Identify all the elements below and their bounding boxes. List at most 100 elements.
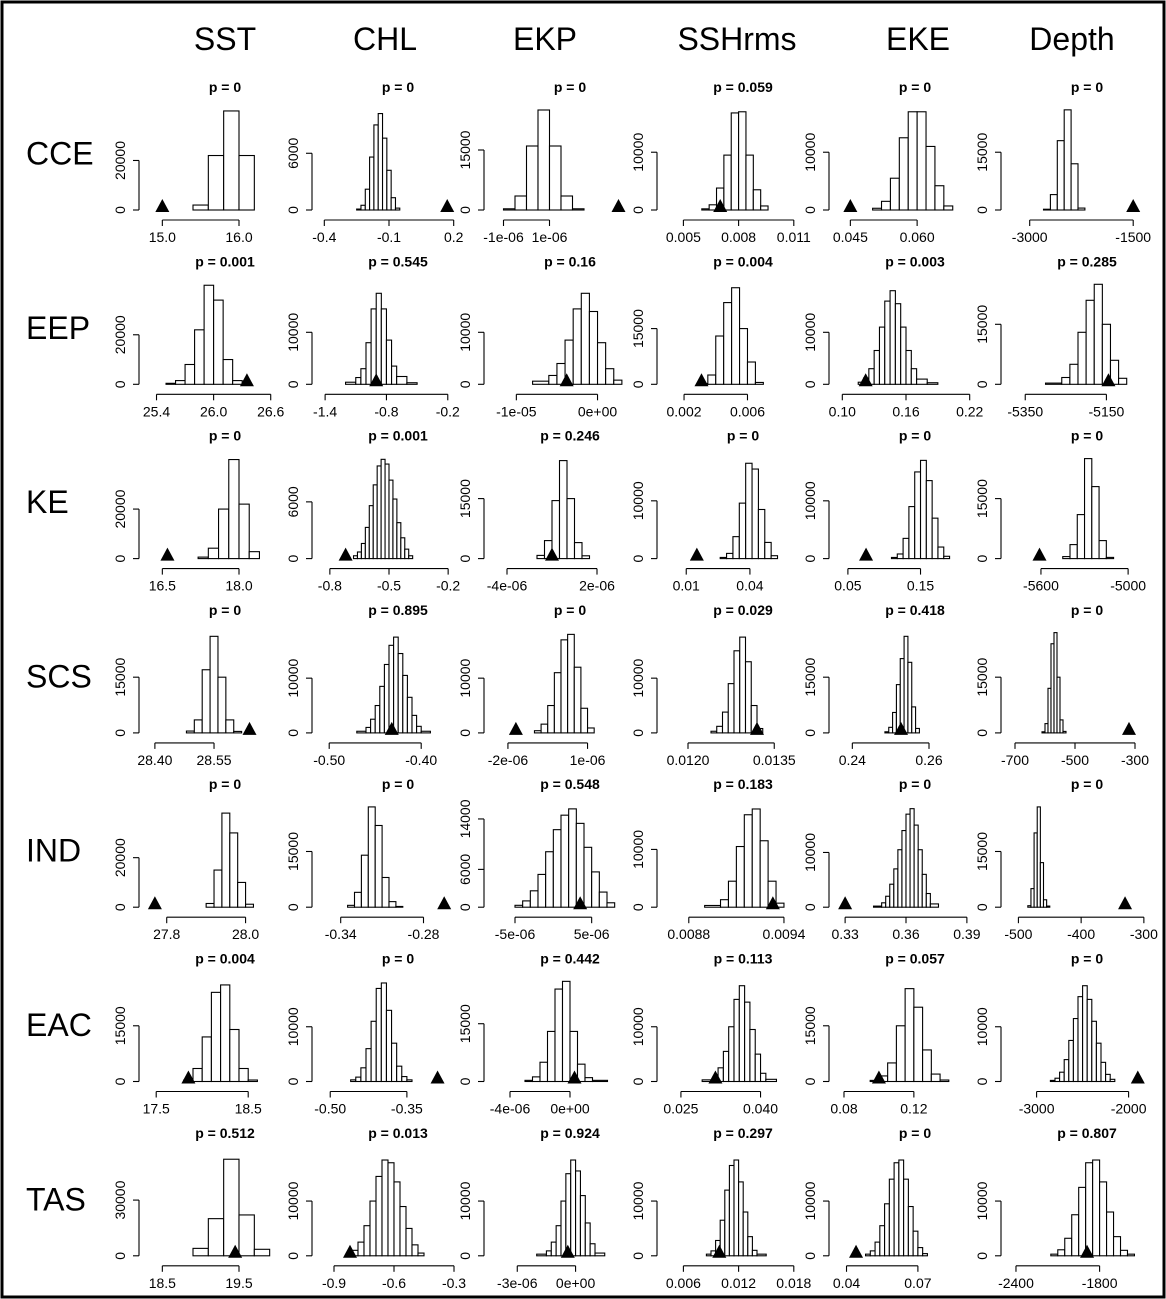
histogram-bar: [376, 465, 382, 560]
y-tick-label: 15000: [630, 309, 646, 348]
x-tick-label: -0.8: [374, 403, 398, 419]
x-tick-label: 0.011: [777, 229, 811, 245]
y-tick-label: 10000: [285, 658, 301, 697]
observed-value-marker: [689, 547, 704, 561]
x-tick-label: -0.50: [313, 752, 345, 768]
observed-value-marker: [1101, 373, 1116, 387]
histogram-bar: [380, 308, 387, 385]
histogram-bar: [238, 1214, 255, 1257]
histogram-bar: [903, 635, 909, 734]
y-tick-label: 10000: [630, 658, 646, 697]
observed-value-marker: [1122, 721, 1136, 735]
histogram-bar: [367, 806, 376, 908]
histogram-bar: [210, 991, 222, 1083]
x-tick-label: 0.006: [730, 403, 765, 419]
histogram-bar: [391, 365, 398, 385]
histogram-bar: [1105, 556, 1115, 560]
histogram-bar: [420, 730, 431, 734]
y-tick-label: 0: [630, 206, 646, 214]
p-value-label: p = 0.512: [195, 1125, 255, 1141]
histogram-bar: [1062, 730, 1067, 734]
x-tick-label: 19.5: [225, 1275, 252, 1291]
histogram-bar: [925, 145, 936, 211]
x-tick-label: 0.2: [444, 229, 464, 245]
histogram-bar: [373, 124, 379, 211]
histogram-bar: [869, 1250, 876, 1257]
histogram-bar: [1092, 1159, 1101, 1257]
y-tick-label: 0: [802, 729, 818, 737]
histogram-bar: [884, 300, 891, 385]
p-value-label: p = 0: [209, 428, 242, 444]
x-tick-label: 18.5: [149, 1275, 176, 1291]
histogram-bar: [356, 730, 367, 734]
y-tick-label: 0: [457, 1077, 473, 1085]
panel-ke-depth: p = 0 -5600 -5000 0 15000: [974, 428, 1146, 594]
histogram-bar: [913, 1006, 924, 1083]
histogram-bar: [228, 459, 240, 560]
observed-value-marker: [559, 373, 574, 387]
histogram-bar: [355, 1076, 362, 1083]
histogram-bar: [370, 308, 377, 385]
histogram-bar: [374, 824, 383, 908]
histogram-bar: [365, 342, 372, 385]
histogram-bar: [401, 1076, 408, 1083]
histogram-bar: [751, 808, 761, 908]
y-tick-label: 20000: [112, 838, 128, 877]
x-tick-label: -2e-06: [488, 752, 529, 768]
histogram-bar: [872, 207, 883, 211]
histogram-bar: [738, 502, 747, 560]
histogram-bar: [1063, 1059, 1070, 1083]
x-tick-label: 26.0: [200, 403, 227, 419]
histogram-bar: [363, 1225, 371, 1257]
histogram-bar: [745, 462, 753, 560]
histogram-bar: [606, 902, 616, 908]
histogram-bar: [579, 1195, 586, 1257]
histogram-bar: [390, 197, 397, 211]
observed-value-marker: [430, 1070, 445, 1084]
x-tick-label: 0.008: [721, 229, 756, 245]
histogram-bar: [884, 1203, 890, 1257]
x-tick-label: 0.01: [673, 578, 700, 594]
histogram-bar: [353, 891, 362, 908]
histogram-bar: [223, 110, 240, 211]
histogram-bar: [192, 204, 209, 211]
histogram-bar: [352, 555, 359, 560]
histogram-bar: [1095, 1042, 1102, 1083]
histogram-bar: [536, 554, 546, 560]
panel-ind-chl: p = 0 -0.34 -0.28 0 15000: [285, 776, 452, 942]
histogram-bar: [916, 111, 927, 211]
histogram-bar: [759, 840, 769, 908]
p-value-label: p = 0.057: [885, 951, 945, 967]
histogram-bar: [908, 506, 916, 560]
histogram-bar: [374, 704, 381, 734]
histogram-bar: [383, 663, 390, 734]
histogram-bar: [890, 556, 898, 560]
histogram-bar: [360, 854, 369, 908]
column-header-depth: Depth: [1029, 21, 1114, 57]
x-tick-label: 0.006: [666, 1275, 701, 1291]
histogram-bar: [580, 292, 590, 385]
column-header-ekp: EKP: [513, 21, 577, 57]
x-tick-label: -500: [1061, 752, 1089, 768]
histogram-bar: [1109, 359, 1120, 385]
histogram-bar: [225, 719, 235, 734]
histogram-bar: [583, 846, 593, 908]
row-labels: CCE EEP KE SCS IND EAC TAS: [26, 135, 94, 1217]
histogram-bar: [539, 1061, 549, 1083]
histogram-bar: [930, 1073, 941, 1083]
histogram-bar: [746, 361, 756, 385]
histogram-bar: [550, 1241, 557, 1257]
y-tick-label: 15000: [974, 832, 990, 871]
histogram-bar: [356, 208, 362, 211]
x-tick-label: 0.12: [900, 1101, 927, 1117]
observed-value-marker: [611, 199, 626, 212]
histogram-bar: [369, 1200, 377, 1257]
histogram-bar: [907, 661, 913, 734]
histogram-bar: [560, 195, 574, 211]
x-tick-label: 18.0: [225, 578, 252, 594]
histogram-bar: [887, 1062, 897, 1083]
histogram-bar: [203, 284, 215, 385]
histogram-bar: [922, 1253, 928, 1257]
observed-value-marker: [843, 199, 858, 212]
histogram-bar: [739, 328, 749, 385]
